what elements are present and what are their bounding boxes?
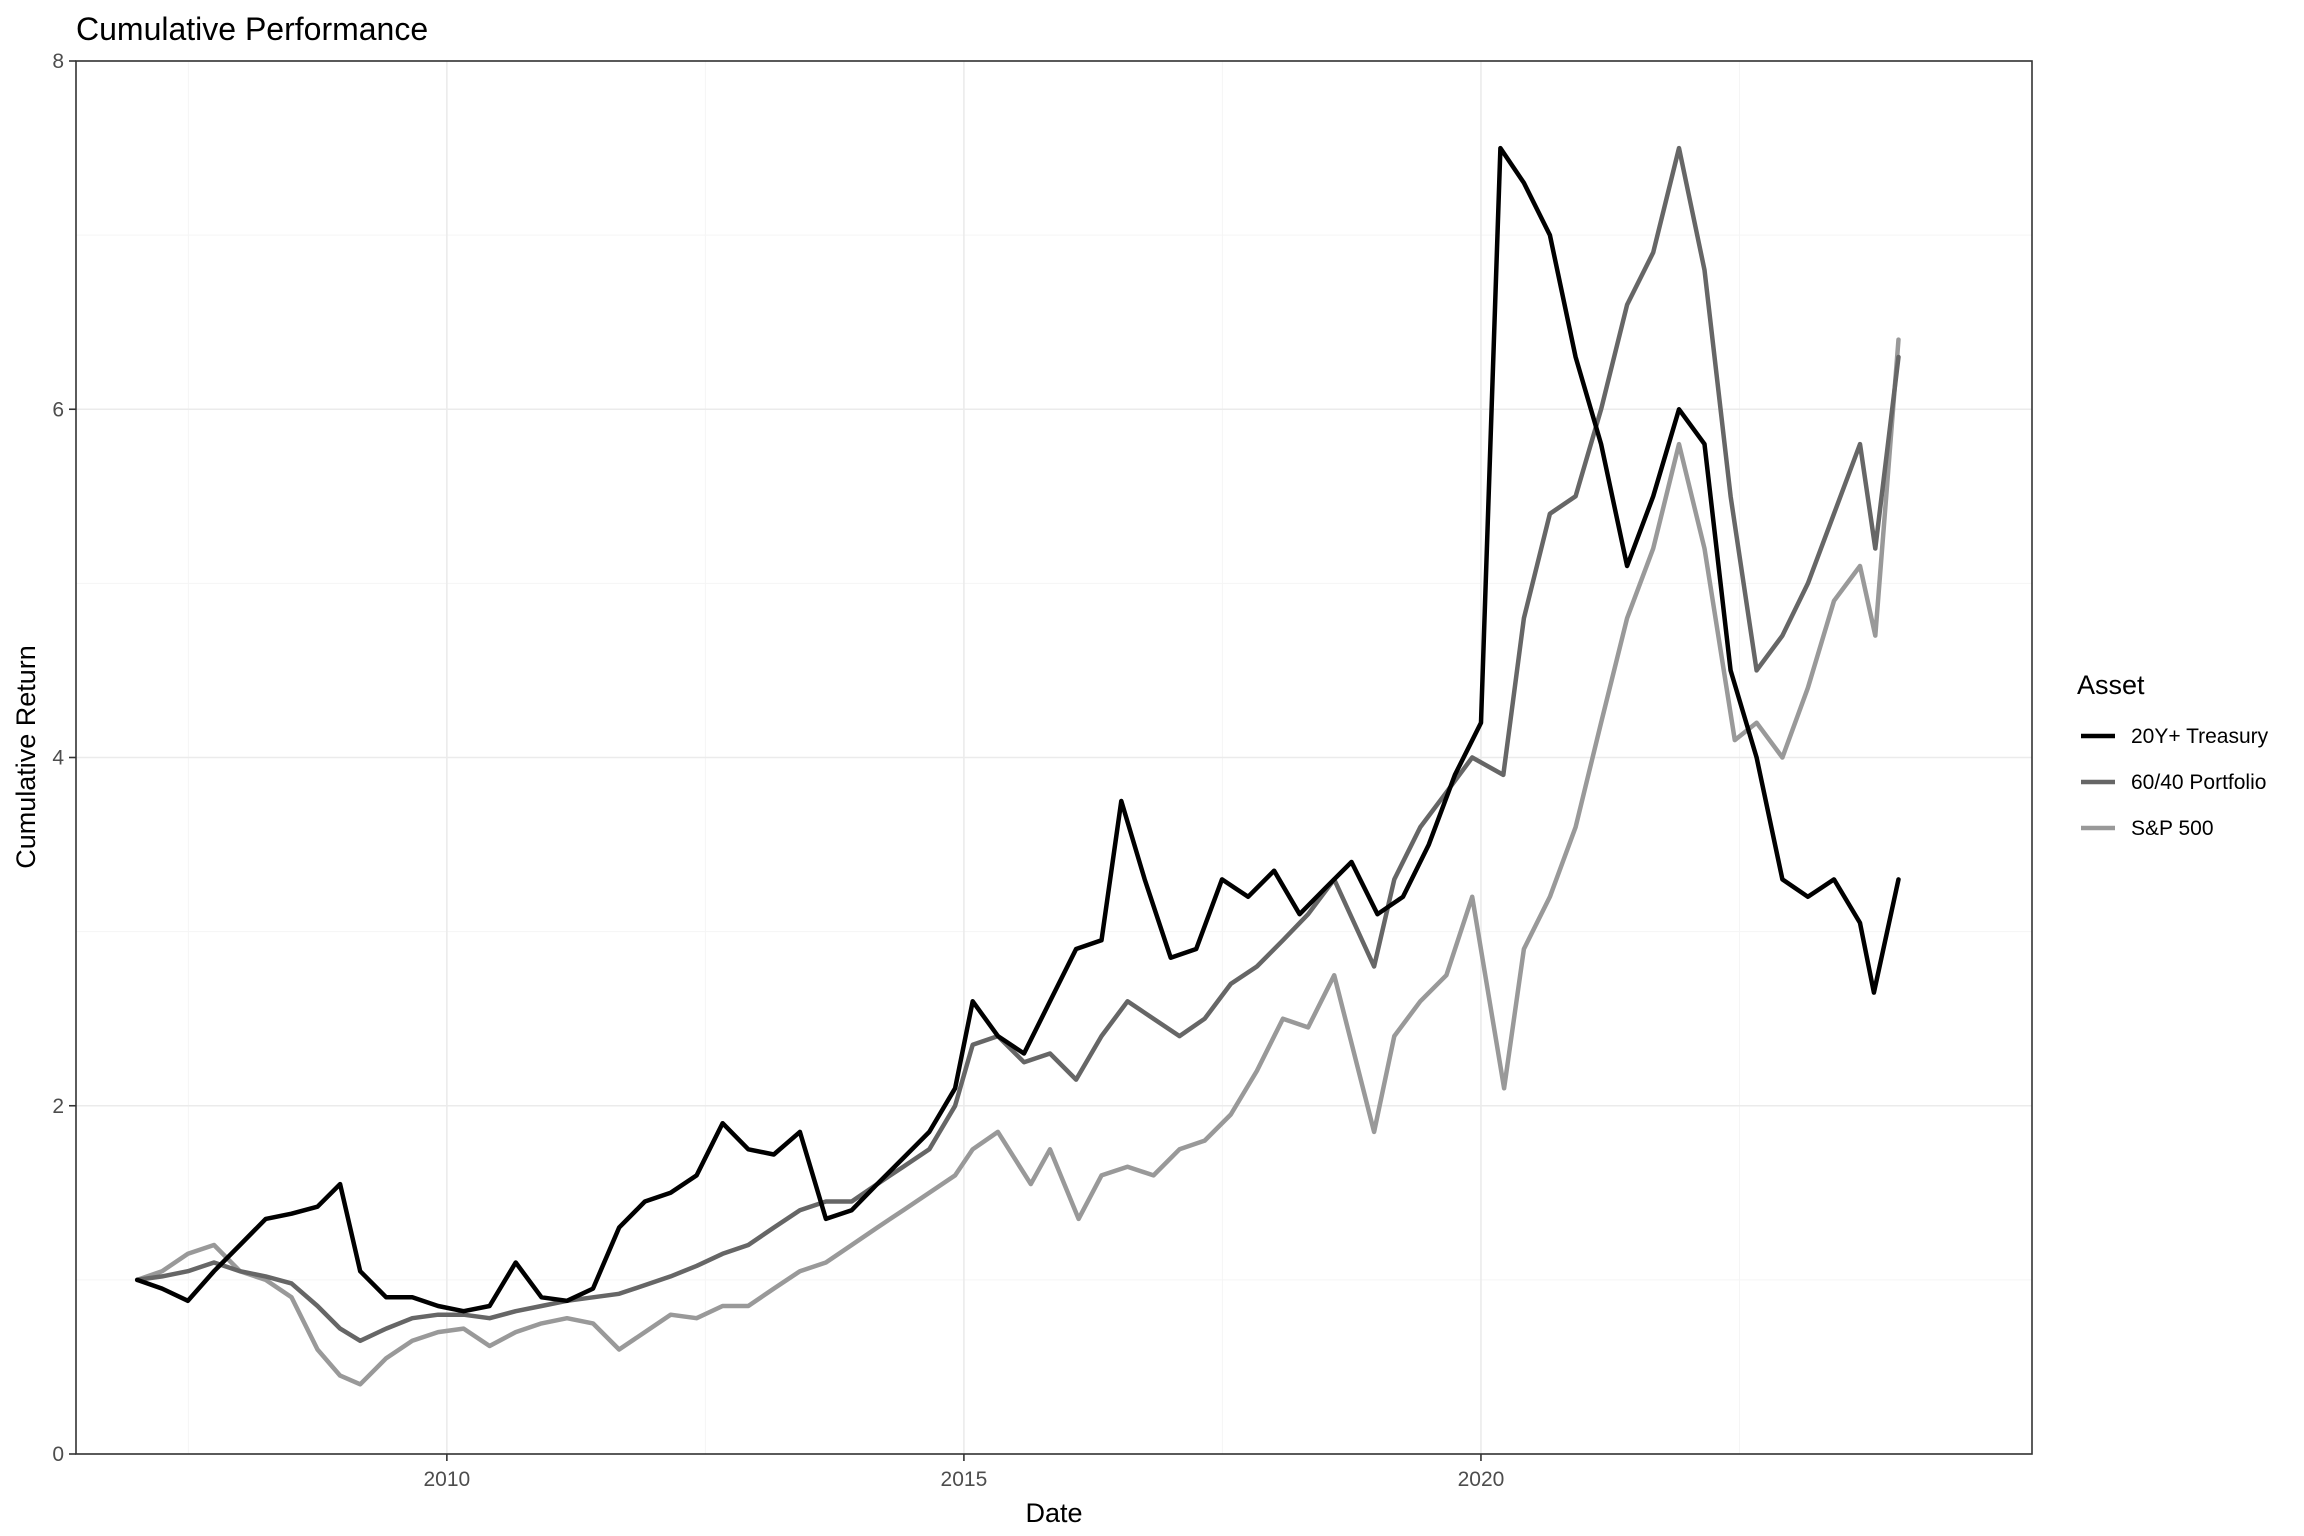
y-tick-label: 0 — [52, 1443, 64, 1466]
y-tick-label: 8 — [52, 50, 64, 73]
series-line-60-40-portfolio — [134, 145, 1901, 1344]
series-layer — [134, 145, 1901, 1387]
x-axis-title: Date — [1025, 1498, 1082, 1528]
series-line-s-p-500 — [134, 337, 1901, 1387]
y-axis: 0 2 4 6 8 — [52, 50, 76, 1466]
x-tick-label: 2020 — [1458, 1468, 1505, 1491]
legend: Asset 20Y+ Treasury 60/40 Portfolio S&P 50… — [2077, 670, 2269, 840]
y-tick-label: 4 — [52, 747, 64, 770]
chart-title: Cumulative Performance — [76, 11, 428, 47]
x-tick-label: 2010 — [423, 1468, 470, 1491]
y-tick-label: 2 — [52, 1095, 64, 1118]
series-line-20y-treasury — [134, 145, 1901, 1314]
legend-label: S&P 500 — [2131, 817, 2214, 840]
y-axis-title: Cumulative Return — [11, 645, 41, 869]
legend-label: 60/40 Portfolio — [2131, 771, 2266, 794]
y-tick-label: 6 — [52, 398, 64, 421]
x-tick-label: 2015 — [941, 1468, 988, 1491]
x-axis: 2010 2015 2020 — [423, 1454, 1504, 1491]
legend-title: Asset — [2077, 670, 2145, 700]
legend-label: 20Y+ Treasury — [2131, 725, 2269, 748]
